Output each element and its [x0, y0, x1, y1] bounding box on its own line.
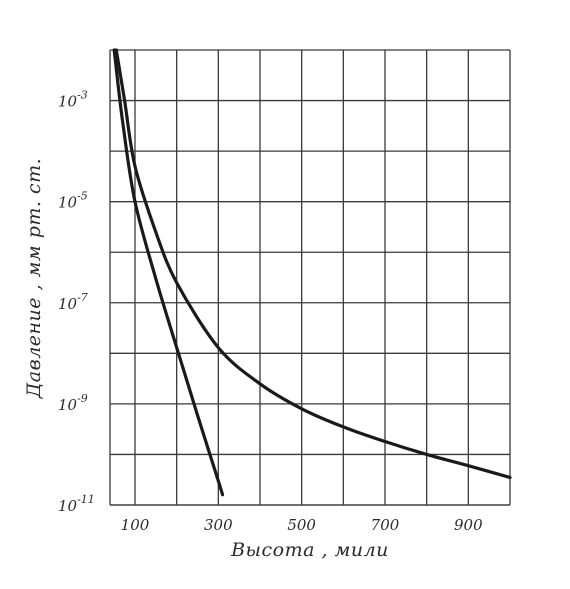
x-axis-title: Высота , мили — [230, 539, 389, 561]
x-tick-label: 700 — [371, 516, 400, 534]
x-tick-label: 500 — [287, 516, 316, 534]
y-tick-label: 10-5 — [58, 190, 88, 212]
y-tick-label: 10-11 — [58, 493, 95, 515]
y-tick-label: 10-7 — [58, 291, 88, 313]
curves — [112, 48, 512, 497]
x-tick-label: 900 — [454, 516, 483, 534]
x-tick-label: 100 — [121, 516, 150, 534]
series-line-2 — [114, 48, 512, 480]
x-tick-labels: 100 300 500 700 900 — [121, 516, 483, 534]
series-line-1 — [112, 48, 225, 497]
x-tick-label: 300 — [204, 516, 233, 534]
y-tick-label: 10-9 — [58, 392, 88, 414]
plot-grid — [109, 49, 511, 506]
y-tick-label: 10-3 — [58, 89, 88, 111]
y-axis-title: Давление , мм рт. ст. — [23, 158, 45, 399]
y-tick-labels: 10-3 10-5 10-7 10-9 10-11 — [58, 89, 95, 515]
